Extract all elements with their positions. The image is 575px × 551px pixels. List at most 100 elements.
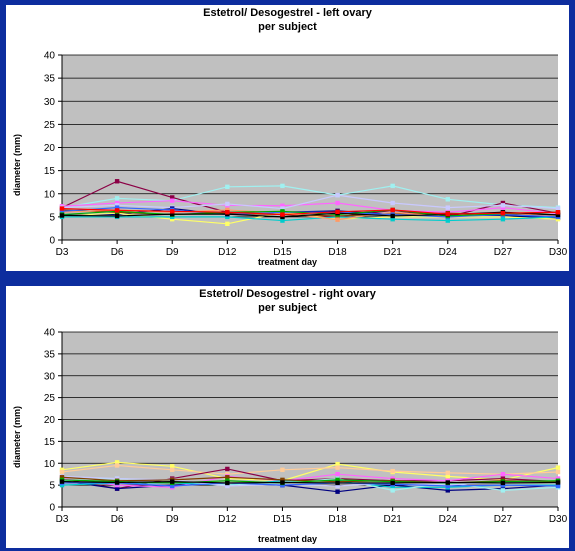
data-point	[280, 183, 285, 189]
y-tick-label: 35	[44, 349, 56, 360]
data-point	[445, 483, 450, 489]
x-tick-label: D6	[111, 514, 124, 525]
x-tick-label: D15	[273, 247, 292, 258]
chart-title: Estetrol/ Desogestrel - left ovary	[203, 7, 372, 19]
data-point	[114, 200, 120, 206]
data-point	[114, 205, 120, 210]
data-point	[114, 486, 120, 491]
data-point	[170, 483, 175, 489]
data-point	[500, 216, 506, 222]
data-point	[59, 213, 65, 218]
x-axis-label: treatment day	[257, 534, 318, 544]
data-point	[114, 203, 120, 208]
y-tick-label: 25	[44, 120, 56, 131]
data-point	[555, 212, 561, 218]
data-point	[555, 480, 561, 485]
data-point	[445, 205, 450, 210]
series-line	[61, 468, 559, 490]
data-point	[170, 216, 175, 222]
series-line	[61, 461, 559, 482]
data-point	[170, 195, 175, 200]
data-point	[59, 206, 65, 211]
series-line	[61, 464, 559, 475]
data-point	[500, 203, 506, 208]
line-chart-right-ovary: 0 5 10 15 20 25 30 35 40 D3 D6 D9 D12 D15 D18 D21 D24 D27…	[44, 328, 568, 526]
data-point	[335, 465, 340, 470]
data-point	[170, 479, 175, 484]
data-point	[114, 208, 120, 213]
chart-subtitle: per subject	[258, 302, 317, 314]
x-tick-label: D9	[166, 247, 179, 258]
series-line	[61, 207, 559, 218]
data-point	[335, 217, 340, 222]
y-tick-label: 15	[44, 437, 56, 448]
x-axis-label: treatment day	[257, 257, 318, 267]
line-chart-left-ovary: 0 5 10 15 20 25 30 35 40 D3 D6 D9 D12 D15 D18 D21 D24 D27…	[44, 51, 568, 259]
x-tick-label: D21	[383, 247, 402, 258]
data-point	[59, 469, 65, 475]
data-point	[114, 480, 120, 485]
data-point	[390, 207, 395, 213]
data-point	[335, 489, 340, 494]
data-point	[170, 198, 175, 203]
data-point	[335, 209, 340, 214]
series-line	[61, 185, 559, 209]
data-point	[390, 213, 395, 219]
data-point	[500, 471, 506, 477]
data-point	[335, 192, 340, 198]
y-tick-label: 5	[49, 481, 55, 492]
series-line	[61, 475, 559, 487]
y-axis-label: diameter (mm)	[12, 134, 22, 197]
chart-panel-left-ovary: Estetrol/ Desogestrel - left ovary per s…	[6, 5, 569, 271]
data-point	[170, 464, 175, 469]
series-line	[62, 482, 559, 487]
x-tick-label: D3	[56, 247, 69, 258]
x-tick-label: D30	[549, 247, 568, 258]
x-tick-label: D3	[56, 514, 69, 525]
data-point	[555, 469, 561, 475]
data-point	[280, 212, 285, 217]
data-point	[390, 468, 395, 474]
data-point	[59, 209, 65, 214]
series-line	[61, 207, 559, 216]
data-point	[114, 460, 120, 465]
y-tick-label: 30	[44, 371, 56, 382]
x-tick-label: D6	[111, 247, 124, 258]
y-tick-label: 10	[44, 189, 56, 200]
data-point	[500, 480, 506, 486]
data-point	[225, 483, 230, 489]
y-tick-label: 30	[44, 97, 56, 108]
x-tick-label: D12	[218, 514, 237, 525]
data-point	[280, 218, 285, 223]
x-tick-label: D21	[383, 514, 402, 525]
x-tick-label: D24	[439, 514, 458, 525]
data-point	[555, 483, 561, 489]
series-line	[61, 481, 559, 484]
data-point	[390, 480, 395, 486]
data-point	[225, 201, 230, 207]
y-tick-label: 35	[44, 74, 56, 85]
data-point	[170, 211, 175, 217]
data-point	[555, 210, 561, 215]
data-point	[500, 200, 506, 206]
data-point	[280, 480, 285, 485]
data-point	[114, 213, 120, 219]
data-point	[114, 196, 120, 201]
y-tick-label: 0	[49, 236, 55, 247]
data-point	[335, 477, 340, 483]
data-point	[335, 471, 340, 477]
data-point	[59, 475, 65, 480]
y-tick-label: 10	[44, 459, 56, 470]
x-tick-label: D30	[549, 514, 568, 525]
data-point	[390, 183, 395, 189]
y-tick-label: 40	[44, 328, 56, 339]
data-point	[390, 488, 395, 493]
data-point	[500, 214, 506, 220]
data-point	[500, 210, 506, 216]
data-point	[390, 485, 395, 490]
data-point	[114, 463, 120, 468]
data-point	[445, 470, 450, 476]
y-tick-label: 15	[44, 166, 56, 177]
data-point	[225, 214, 230, 220]
x-tick-label: D15	[273, 514, 292, 525]
